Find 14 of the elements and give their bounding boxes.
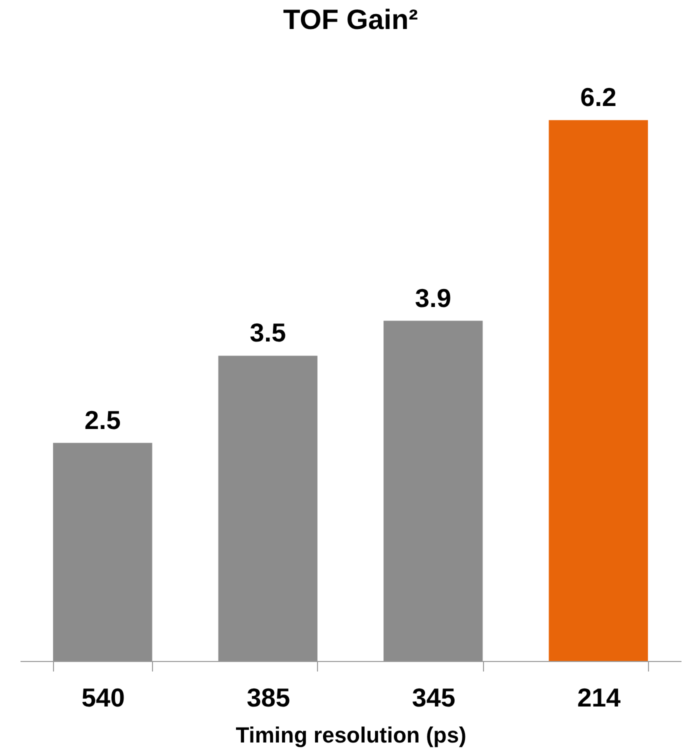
x-tick-label: 345 xyxy=(412,682,456,712)
bar xyxy=(53,442,152,661)
x-tick-label: 540 xyxy=(81,682,125,712)
bar xyxy=(384,320,483,661)
data-label: 3.5 xyxy=(250,318,286,348)
x-axis-title: Timing resolution (ps) xyxy=(236,722,466,748)
bar xyxy=(548,120,648,661)
chart-title: TOF Gain² xyxy=(283,4,418,36)
x-tick-label: 385 xyxy=(246,682,290,712)
x-tick-label: 214 xyxy=(577,682,622,712)
data-label: 6.2 xyxy=(580,82,616,112)
data-label: 2.5 xyxy=(84,404,121,435)
data-label: 3.9 xyxy=(415,282,452,313)
bar xyxy=(218,356,318,661)
